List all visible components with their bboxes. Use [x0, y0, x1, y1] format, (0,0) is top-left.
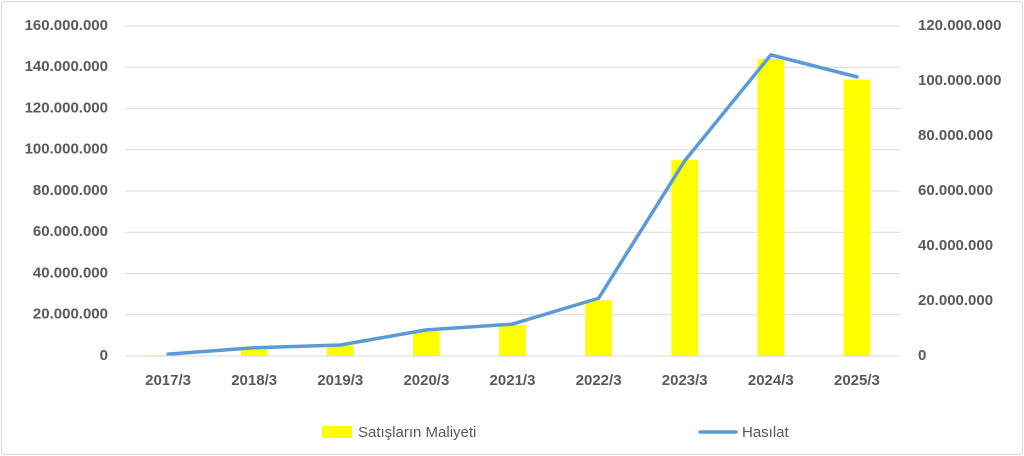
y-tick-label: 0 [100, 347, 108, 364]
x-tick-label: 2021/3 [490, 372, 536, 389]
y2-tick-label: 120.000.000 [918, 17, 1001, 34]
y2-tick-label: 0 [918, 347, 926, 364]
y2-tick-label: 60.000.000 [918, 182, 993, 199]
x-tick-label: 2020/3 [403, 372, 449, 389]
y-tick-label: 80.000.000 [33, 182, 108, 199]
x-tick-label: 2023/3 [662, 372, 708, 389]
x-tick-label: 2025/3 [834, 372, 880, 389]
y2-tick-label: 100.000.000 [918, 72, 1001, 89]
y-tick-label: 160.000.000 [25, 17, 108, 34]
y2-tick-label: 40.000.000 [918, 237, 993, 254]
legend-label: Hasılat [742, 424, 790, 441]
y2-tick-label: 80.000.000 [918, 127, 993, 144]
bar [671, 160, 699, 356]
x-tick-label: 2018/3 [231, 372, 277, 389]
x-tick-label: 2022/3 [576, 372, 622, 389]
bar [413, 331, 440, 356]
bar [585, 300, 612, 356]
bar [240, 347, 268, 356]
x-tick-label: 2017/3 [145, 372, 191, 389]
bar [757, 59, 785, 356]
y-tick-label: 100.000.000 [25, 141, 108, 158]
bar [326, 345, 354, 356]
x-tick-label: 2024/3 [748, 372, 794, 389]
y-tick-label: 60.000.000 [33, 223, 108, 240]
legend-swatch [322, 426, 352, 438]
bar [499, 325, 526, 356]
y2-tick-label: 20.000.000 [918, 292, 993, 309]
y-tick-label: 140.000.000 [25, 58, 108, 75]
y-tick-label: 40.000.000 [33, 264, 108, 281]
line [166, 53, 859, 356]
y-tick-label: 120.000.000 [25, 99, 108, 116]
legend-label: Satışların Maliyeti [358, 424, 476, 441]
x-tick-label: 2019/3 [317, 372, 363, 389]
bar [843, 79, 871, 356]
y-tick-label: 20.000.000 [33, 306, 108, 323]
